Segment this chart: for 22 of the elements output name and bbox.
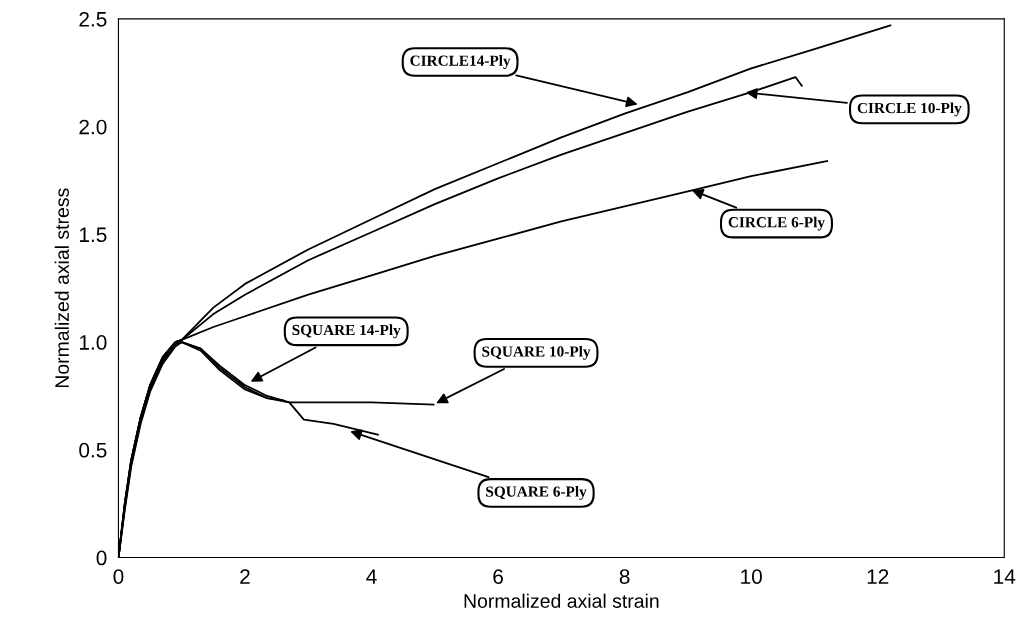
x-tick-label: 4 — [366, 569, 377, 584]
x-tick-label: 10 — [741, 569, 762, 584]
x-tick-label: 8 — [619, 569, 630, 584]
x-tick-label: 14 — [994, 569, 1016, 584]
x-tick-label: 6 — [493, 569, 503, 584]
annotation: CIRCLE14-Ply — [410, 55, 511, 69]
annotation: SQUARE 10-Ply — [482, 345, 591, 360]
y-tick-label: 0.5 — [79, 442, 107, 458]
x-tick-label: 0 — [113, 569, 124, 584]
y-tick-label: 1.5 — [79, 227, 107, 243]
annotation: CIRCLE 10-Ply — [857, 102, 962, 117]
y-tick-label: 0 — [96, 550, 107, 566]
y-tick-label: 2.0 — [79, 119, 107, 135]
y-tick-label: 2.5 — [79, 11, 107, 27]
x-tick-label: 12 — [867, 569, 889, 584]
annotation: SQUARE 6-Ply — [486, 485, 587, 500]
x-tick-label: 2 — [240, 569, 250, 584]
annotation: CIRCLE 6-Ply — [728, 216, 825, 231]
x-axis-title: Normalized axial strain — [464, 593, 659, 608]
y-axis-title: Normalized axial stress — [54, 188, 69, 388]
y-tick-label: 1.0 — [79, 335, 107, 350]
annotation: SQUARE 14-Ply — [292, 324, 401, 339]
